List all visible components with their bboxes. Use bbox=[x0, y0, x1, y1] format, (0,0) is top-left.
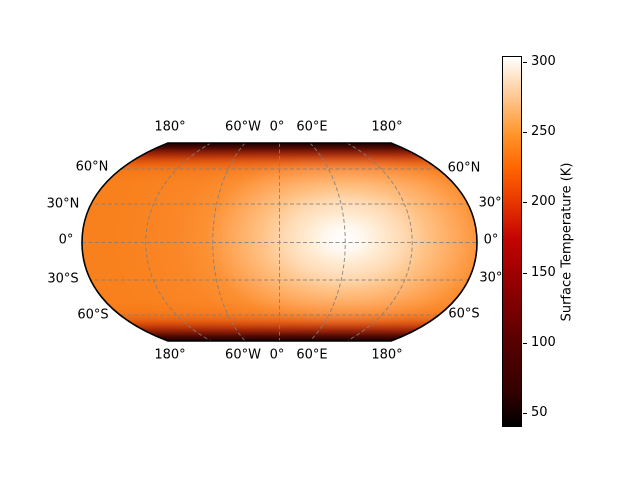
colorbar-tick-300 bbox=[523, 62, 527, 63]
meridian-60w bbox=[212, 143, 246, 341]
right-label-60s: 60°S bbox=[448, 306, 480, 322]
left-label-60s: 60°S bbox=[77, 307, 109, 323]
graticule bbox=[82, 143, 477, 341]
bottom-label-60e: 60°E bbox=[296, 347, 328, 363]
meridian-60e bbox=[309, 143, 346, 341]
colorbar-axis-label: Surface Temperature (K) bbox=[559, 162, 575, 322]
colorbar-ticklabel-50: 50 bbox=[531, 405, 548, 420]
bottom-label-180w: 180° bbox=[154, 347, 186, 363]
left-label-30s: 30°S bbox=[47, 271, 79, 287]
left-label-30n: 30°N bbox=[46, 196, 80, 212]
left-label-60n: 60°N bbox=[75, 159, 109, 175]
colorbar-tick-100 bbox=[523, 343, 527, 344]
top-label-0: 0° bbox=[269, 119, 285, 135]
colorbar-tick-200 bbox=[523, 202, 527, 203]
top-label-180e: 180° bbox=[371, 119, 403, 135]
colorbar-tick-50 bbox=[523, 413, 527, 414]
bottom-label-60w: 60°W bbox=[225, 347, 261, 363]
top-label-60e: 60°E bbox=[296, 119, 328, 135]
colorbar-tick-250 bbox=[523, 132, 527, 133]
colorbar-gradient bbox=[502, 56, 522, 427]
top-label-60w: 60°W bbox=[225, 119, 261, 135]
colorbar-ticklabel-100: 100 bbox=[531, 335, 556, 350]
colorbar-ticklabel-250: 250 bbox=[531, 124, 556, 139]
map-outline bbox=[81, 142, 478, 342]
left-label-0: 0° bbox=[58, 232, 74, 248]
bottom-label-0: 0° bbox=[269, 347, 285, 363]
top-label-180w: 180° bbox=[154, 119, 186, 135]
meridian-120w bbox=[145, 143, 212, 341]
colorbar-ticklabel-200: 200 bbox=[531, 194, 556, 209]
colorbar-ticklabel-150: 150 bbox=[531, 265, 556, 280]
colorbar-ticklabel-300: 300 bbox=[531, 54, 556, 69]
meridian-120e bbox=[346, 143, 413, 341]
bottom-label-180e: 180° bbox=[371, 347, 403, 363]
colorbar-tick-150 bbox=[523, 273, 527, 274]
right-label-0: 0° bbox=[483, 232, 499, 248]
right-label-60n: 60°N bbox=[447, 160, 481, 176]
